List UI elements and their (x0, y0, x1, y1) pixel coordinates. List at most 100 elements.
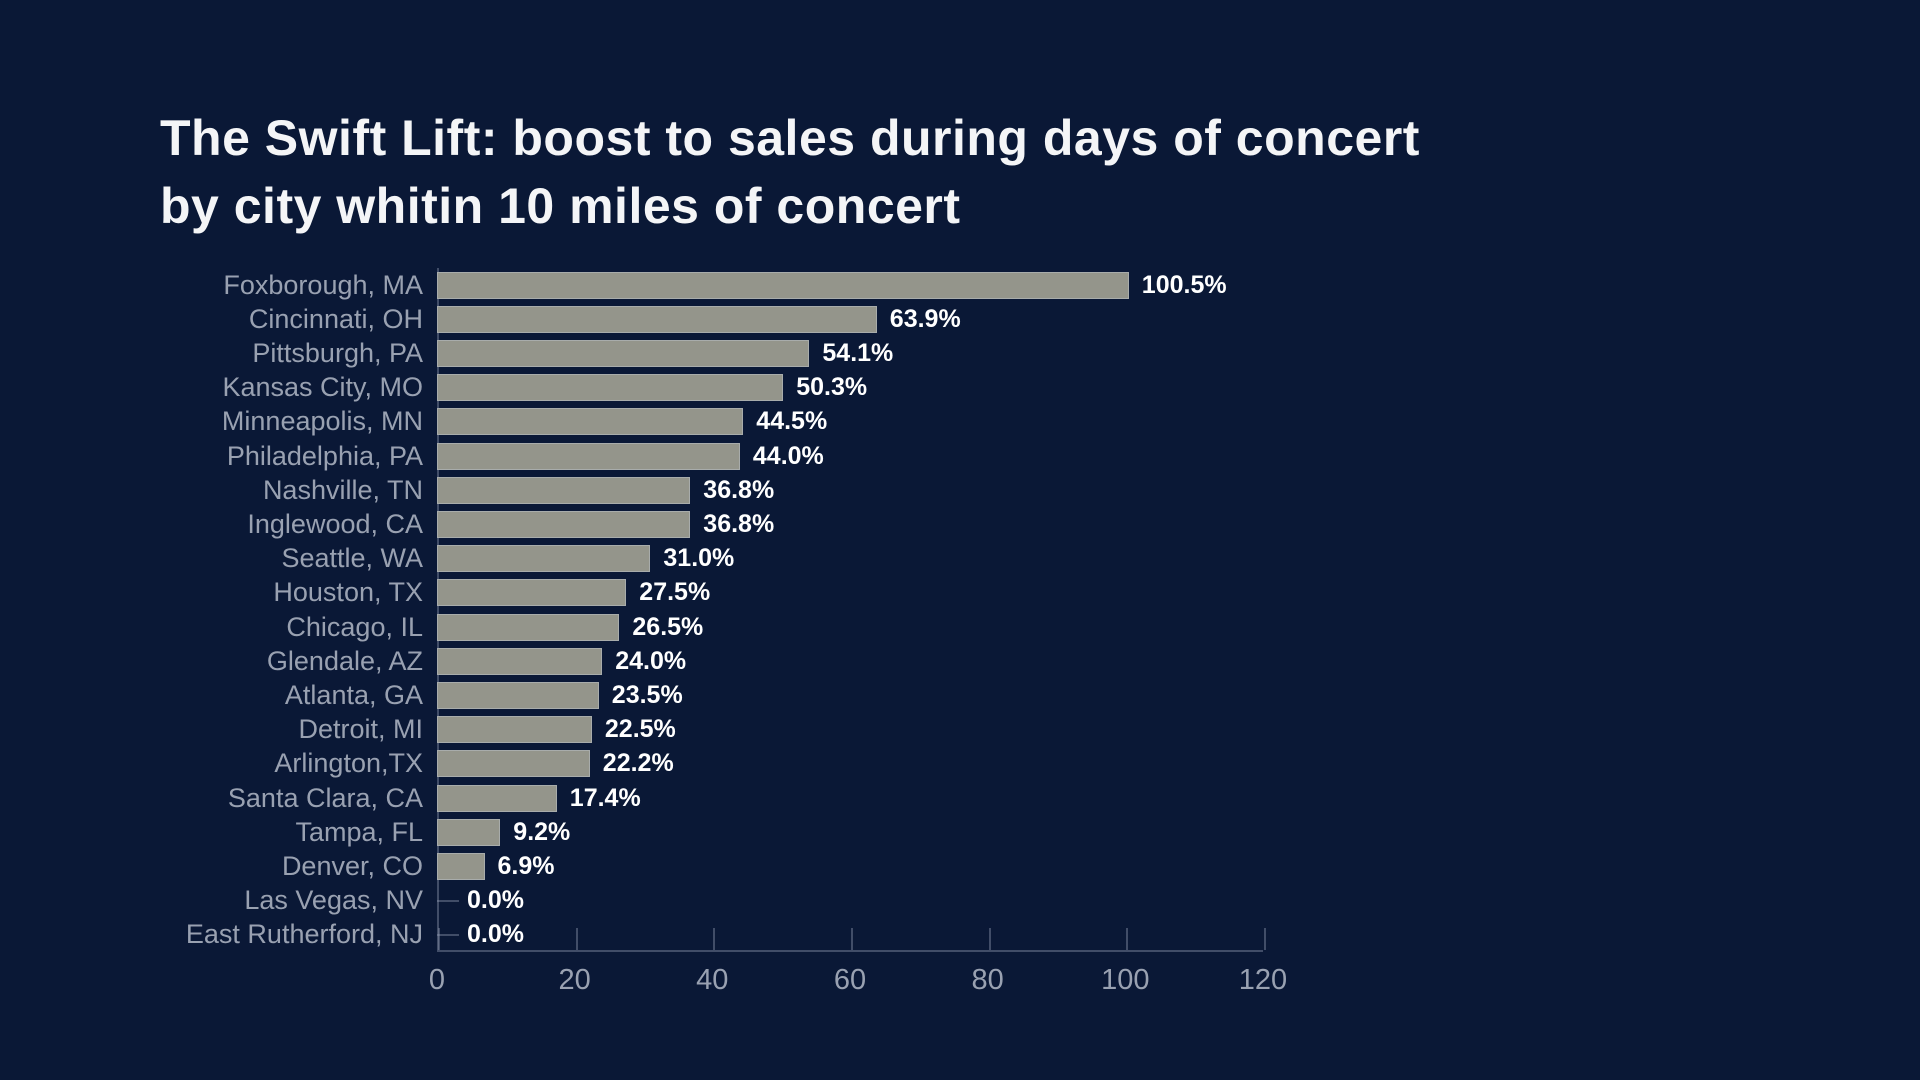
bar (437, 579, 627, 607)
value-label: 100.5% (1141, 270, 1227, 299)
value-label: 24.0% (615, 646, 687, 675)
x-tick-mark (988, 928, 991, 950)
bar (437, 647, 603, 675)
bar (437, 442, 740, 470)
bar-row: East Rutherford, NJ 0.0% (160, 918, 1263, 952)
category-label: Seattle, WA (281, 543, 423, 574)
category-label: Santa Clara, CA (227, 782, 423, 813)
bar-area: 0.0% (437, 884, 1263, 918)
bar (437, 818, 501, 846)
category-label: Kansas City, MO (222, 372, 423, 403)
bar (437, 682, 599, 710)
bar (437, 305, 877, 333)
bar-rows: Foxborough, MA 100.5% Cincinnati, OH 63.… (160, 268, 1263, 952)
bar-row: Chicago, IL 26.5% (160, 610, 1263, 644)
x-tick-label: 80 (971, 964, 1004, 996)
value-label: 17.4% (569, 783, 641, 812)
category-label: Arlington,TX (274, 748, 423, 779)
value-label: 0.0% (467, 920, 524, 949)
bar-row: Denver, CO 6.9% (160, 849, 1263, 883)
bar-row: Nashville, TN 36.8% (160, 473, 1263, 507)
value-label: 44.0% (752, 441, 824, 470)
x-tick-label: 100 (1101, 964, 1150, 996)
bar-row: Inglewood, CA 36.8% (160, 507, 1263, 541)
value-label: 26.5% (632, 612, 704, 641)
x-tick-mark (1264, 928, 1266, 950)
bar-area: 27.5% (437, 576, 1263, 610)
category-label: Tampa, FL (295, 816, 423, 847)
category-label: Las Vegas, NV (244, 885, 423, 916)
bar (437, 716, 592, 744)
bar-row: Houston, TX 27.5% (160, 576, 1263, 610)
bar (437, 511, 691, 539)
bar-area: 44.0% (437, 439, 1263, 473)
x-tick-mark (438, 928, 440, 950)
value-label: 27.5% (639, 578, 711, 607)
x-tick-mark (713, 928, 716, 950)
category-label: Detroit, MI (298, 714, 423, 745)
bar-row: Cincinnati, OH 63.9% (160, 302, 1263, 336)
y-axis-tick-mark (437, 933, 459, 936)
bar-area: 100.5% (437, 268, 1263, 302)
value-label: 36.8% (703, 475, 775, 504)
bar-area: 36.8% (437, 473, 1263, 507)
value-label: 36.8% (703, 510, 775, 539)
bar-area: 23.5% (437, 678, 1263, 712)
bar-row: Las Vegas, NV 0.0% (160, 884, 1263, 918)
bar (437, 374, 784, 402)
bar-area: 44.5% (437, 405, 1263, 439)
value-label: 6.9% (497, 852, 555, 881)
bar-area: 22.2% (437, 747, 1263, 781)
bar (437, 271, 1129, 299)
x-tick-label: 0 (428, 964, 446, 996)
value-label: 22.2% (602, 749, 674, 778)
bar-area: 36.8% (437, 507, 1263, 541)
bar-row: Detroit, MI 22.5% (160, 713, 1263, 747)
x-tick-label: 40 (696, 964, 729, 996)
x-tick-mark (575, 928, 578, 950)
category-label: Inglewood, CA (247, 509, 423, 540)
value-label: 54.1% (822, 339, 894, 367)
bar-row: Arlington,TX 22.2% (160, 747, 1263, 781)
chart-title-line2: by city whitin 10 miles of concert (160, 178, 961, 234)
bar-row: Philadelphia, PA 44.0% (160, 439, 1263, 473)
x-tick-label: 20 (558, 964, 591, 996)
x-tick-label: 60 (833, 964, 867, 996)
value-label: 0.0% (467, 886, 524, 915)
bar (437, 545, 651, 573)
bar-row: Glendale, AZ 24.0% (160, 644, 1263, 678)
category-label: Minneapolis, MN (221, 406, 423, 437)
category-label: Atlanta, GA (284, 680, 423, 711)
bar-area: 31.0% (437, 542, 1263, 576)
bar-area: 17.4% (437, 781, 1263, 815)
bar-area: 54.1% (437, 336, 1263, 370)
value-label: 44.5% (756, 407, 828, 436)
value-label: 9.2% (513, 817, 571, 846)
bar-area: 26.5% (437, 610, 1263, 644)
bar (437, 853, 485, 881)
bar (437, 476, 691, 504)
value-label: 23.5% (611, 681, 683, 710)
bar (437, 340, 810, 367)
x-tick-mark (1126, 928, 1129, 950)
category-label: Pittsburgh, PA (252, 338, 423, 368)
bar-row: Seattle, WA 31.0% (160, 542, 1263, 576)
bar-row: Foxborough, MA 100.5% (160, 268, 1263, 302)
bar (437, 613, 620, 641)
bar-chart: Foxborough, MA 100.5% Cincinnati, OH 63.… (160, 268, 1287, 996)
category-label: Foxborough, MA (223, 269, 423, 300)
category-label: Chicago, IL (286, 611, 423, 642)
bar-row: Minneapolis, MN 44.5% (160, 405, 1263, 439)
bar-area: 6.9% (437, 849, 1263, 883)
category-label: Cincinnati, OH (248, 303, 423, 334)
bar-row: Atlanta, GA 23.5% (160, 678, 1263, 712)
bar-area: 24.0% (437, 644, 1263, 678)
x-tick-label: 120 (1238, 964, 1288, 996)
bar-row: Pittsburgh, PA 54.1% (160, 336, 1263, 370)
value-label: 50.3% (796, 373, 868, 402)
bar-area: 0.0% (437, 918, 1263, 952)
bar-area: 9.2% (437, 815, 1263, 849)
bar-area: 22.5% (437, 713, 1263, 747)
plot-area (437, 268, 1266, 952)
